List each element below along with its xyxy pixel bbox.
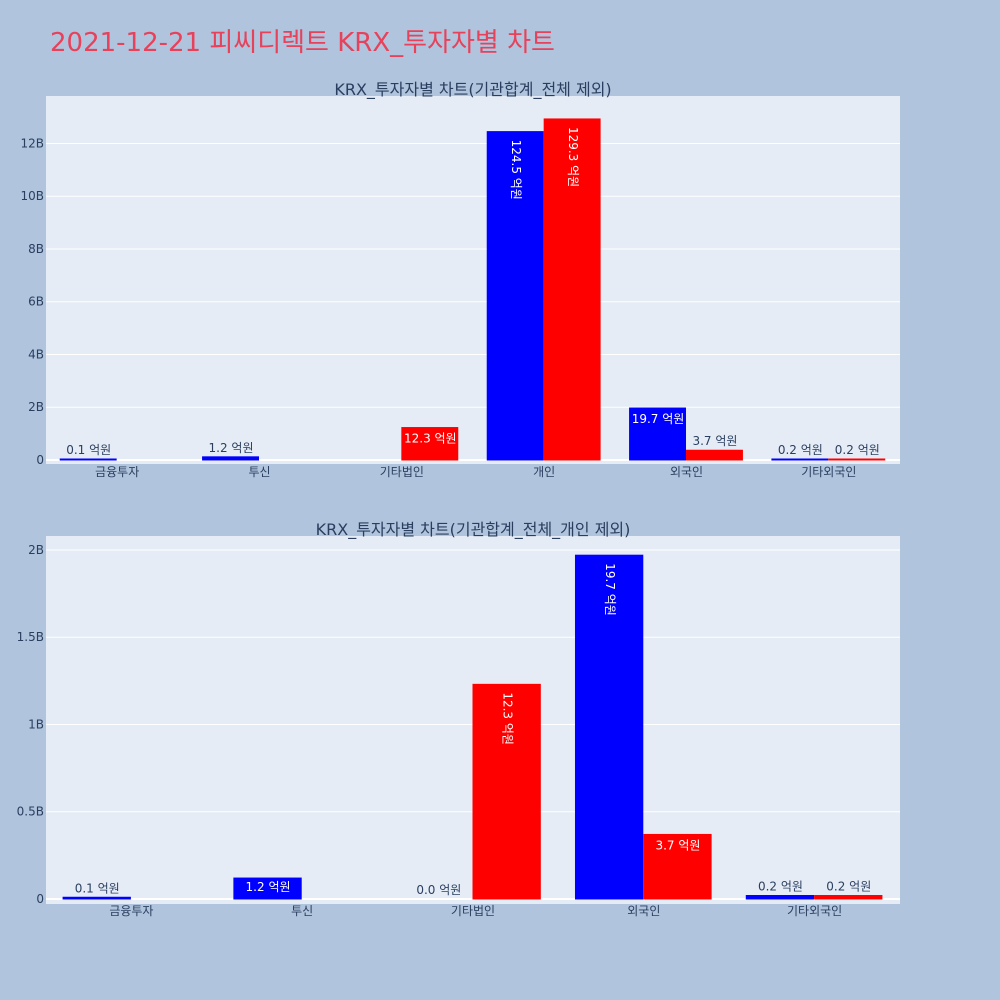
bar-buy [202, 456, 259, 461]
data-label: 0.2 억원 [826, 880, 871, 894]
plot-area [46, 96, 900, 464]
chart-excluding-individual: 0 0.5B 1B 1.5B 2B KRX_투자자별 차트(기관합계_전체_개인 제외) 금… [17, 520, 900, 918]
chart-all-investors: 0 2B 4B 6B 8B 10B 12B KRX_투자자별 차트(기관합계_전체 제외) 금융… [20, 80, 900, 479]
bar-sell [472, 683, 541, 900]
y-tick-label: 8B [28, 242, 44, 256]
data-label: 129.3 억원 [566, 127, 580, 187]
y-tick-label: 0 [36, 892, 44, 906]
bar-buy [574, 554, 644, 900]
x-tick-label: 투신 [248, 465, 270, 479]
data-label: 1.2 억원 [209, 441, 254, 455]
bar-sell [814, 895, 883, 900]
data-label: 12.3 억원 [501, 692, 515, 745]
y-tick-label: 10B [20, 189, 44, 203]
bar-buy [629, 407, 686, 461]
data-label: 0.2 억원 [758, 880, 803, 894]
y-tick-label: 0.5B [17, 805, 44, 819]
bar-buy [233, 877, 302, 900]
bar-buy [745, 895, 815, 900]
x-tick-label: 기타법인 [451, 904, 495, 918]
bar-buy [59, 458, 117, 461]
chart-title: KRX_투자자별 차트(기관합계_전체 제외) [334, 80, 611, 100]
data-label: 19.7 억원 [632, 412, 685, 426]
bar-sell [828, 458, 886, 461]
bar-sell [643, 833, 712, 900]
x-tick-label: 기타외국인 [787, 904, 842, 918]
data-label: 19.7 억원 [603, 563, 617, 616]
y-tick-label: 2B [28, 543, 44, 557]
x-tick-label: 투신 [291, 904, 313, 918]
bar-sell [401, 427, 459, 461]
page-title: 2021-12-21 피씨디렉트 KRX_투자자별 차트 [50, 28, 555, 58]
x-tick-label: 개인 [533, 465, 555, 479]
data-label: 12.3 억원 [404, 432, 457, 446]
data-label: 3.7 억원 [692, 434, 737, 448]
x-tick-label: 외국인 [627, 904, 660, 918]
x-tick-label: 외국인 [670, 465, 703, 479]
bar-buy [771, 458, 829, 461]
y-tick-label: 0 [36, 453, 44, 467]
chart-title: KRX_투자자별 차트(기관합계_전체_개인 제외) [316, 520, 631, 540]
data-label: 0.2 억원 [835, 443, 880, 457]
data-label: 0.2 억원 [778, 443, 823, 457]
x-tick-label: 금융투자 [109, 904, 153, 918]
y-tick-label: 1.5B [17, 630, 44, 644]
x-tick-label: 기타법인 [380, 465, 424, 479]
data-label: 0.0 억원 [416, 883, 461, 897]
data-label: 124.5 억원 [509, 140, 523, 200]
data-label: 0.1 억원 [66, 443, 111, 457]
y-tick-label: 2B [28, 400, 44, 414]
bar-sell [686, 449, 743, 461]
bar-sell [543, 118, 601, 461]
x-tick-label: 기타외국인 [801, 465, 856, 479]
data-label: 3.7 억원 [655, 838, 700, 852]
y-tick-label: 1B [28, 717, 44, 731]
y-tick-label: 4B [28, 347, 44, 361]
x-tick-label: 금융투자 [95, 465, 139, 479]
y-tick-label: 12B [20, 136, 44, 150]
bar-buy [486, 131, 544, 461]
y-tick-label: 6B [28, 295, 44, 309]
bar-buy [62, 896, 131, 900]
data-label: 1.2 억원 [246, 880, 291, 894]
data-label: 0.1 억원 [75, 881, 120, 895]
